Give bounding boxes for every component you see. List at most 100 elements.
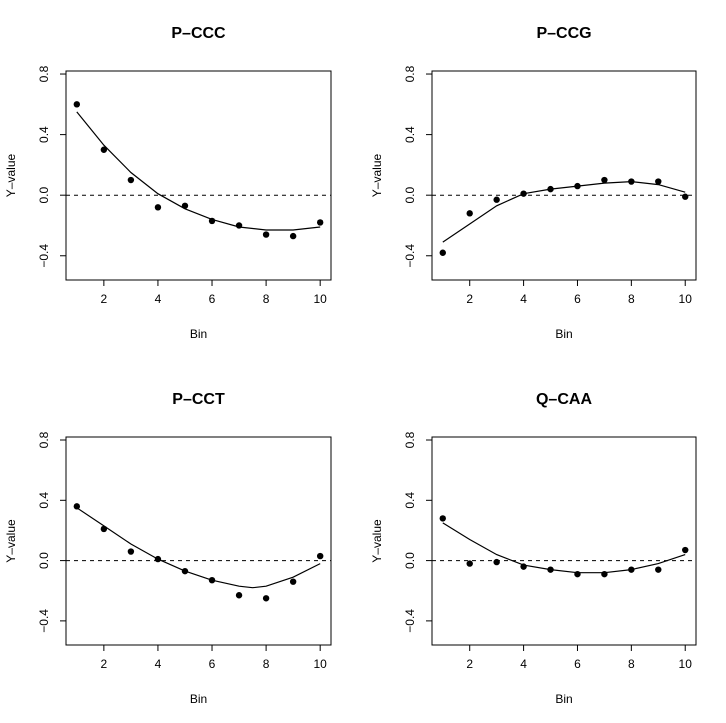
data-point — [520, 190, 527, 197]
y-axis-label: Y–value — [4, 519, 18, 563]
y-tick-label: −0.4 — [37, 244, 51, 268]
x-tick-label: 6 — [574, 657, 581, 671]
data-point — [154, 204, 162, 211]
x-tick-label: 8 — [263, 657, 270, 671]
x-axis-label: Bin — [555, 692, 572, 706]
data-point — [181, 567, 189, 575]
data-point — [520, 563, 527, 570]
x-tick-label: 4 — [520, 657, 527, 671]
y-tick-label: −0.4 — [403, 244, 417, 268]
data-point — [208, 576, 216, 584]
data-point — [181, 202, 189, 209]
y-tick-label: −0.4 — [403, 609, 417, 633]
fitted-curve — [76, 507, 321, 589]
x-tick-label: 2 — [466, 292, 473, 306]
x-tick-label: 2 — [101, 657, 108, 671]
x-tick-label: 10 — [314, 292, 328, 306]
plot-frame — [431, 70, 697, 281]
x-tick-label: 8 — [263, 292, 270, 306]
data-point — [493, 558, 500, 566]
y-axis-label: Y–value — [4, 153, 18, 197]
y-tick-label: 0.0 — [37, 552, 51, 569]
data-point — [547, 566, 554, 573]
data-point — [73, 503, 81, 510]
y-axis-label: Y–value — [370, 153, 384, 197]
data-point — [547, 185, 554, 193]
plot-frame — [65, 70, 332, 281]
panel-4: Q–CAA 2 4 6 8 10 −0.4 0.0 0.4 0.8 Bin Y–value — [370, 391, 697, 706]
y-tick-label: 0.8 — [37, 65, 51, 82]
panel-3: P–CCT 2 4 6 8 10 −0.4 0.0 0.4 0.8 Bin Y–value — [4, 391, 332, 706]
data-point — [655, 566, 662, 573]
data-point — [235, 592, 243, 599]
x-tick-label: 4 — [155, 657, 162, 671]
plot-frame — [431, 436, 697, 646]
x-tick-label: 2 — [466, 657, 473, 671]
fitted-curve — [442, 522, 686, 574]
data-point — [682, 546, 689, 554]
x-tick-label: 10 — [314, 657, 328, 671]
data-point — [316, 552, 324, 560]
y-tick-label: 0.8 — [403, 431, 417, 448]
data-point — [601, 570, 608, 578]
data-point — [655, 178, 662, 185]
y-tick-label: 0.0 — [403, 552, 417, 569]
data-point — [127, 548, 135, 555]
fitted-curve — [442, 180, 686, 243]
data-point — [628, 566, 635, 573]
panel-title: P–CCT — [172, 391, 225, 408]
data-point — [493, 196, 500, 203]
data-point — [439, 515, 446, 522]
data-point — [100, 525, 108, 533]
data-point — [601, 176, 608, 184]
data-point — [100, 146, 108, 153]
data-point — [289, 578, 297, 585]
plot-frame — [65, 436, 332, 646]
x-tick-label: 4 — [520, 292, 527, 306]
panel-1: P–CCC 2 4 6 8 10 −0.4 0.0 0.4 0.8 Bin Y–value — [4, 25, 332, 341]
x-tick-label: 10 — [679, 292, 693, 306]
data-point — [262, 231, 270, 238]
y-axis-label: Y–value — [370, 519, 384, 563]
y-tick-label: 0.4 — [403, 126, 417, 143]
x-tick-label: 8 — [628, 657, 635, 671]
data-point — [208, 217, 216, 225]
data-point — [439, 249, 446, 256]
y-tick-label: 0.0 — [403, 187, 417, 204]
data-point — [574, 570, 581, 578]
x-tick-label: 4 — [155, 292, 162, 306]
x-axis-label: Bin — [190, 327, 207, 341]
data-point — [466, 210, 473, 217]
x-tick-label: 8 — [628, 292, 635, 306]
panel-title: Q–CAA — [536, 391, 592, 408]
data-point — [289, 232, 297, 240]
data-point — [127, 176, 135, 184]
panel-2: P–CCG 2 4 6 8 10 −0.4 0.0 0.4 0.8 Bin Y–value — [370, 25, 697, 341]
data-point — [466, 560, 473, 567]
x-axis-label: Bin — [190, 692, 207, 706]
x-axis-label: Bin — [555, 327, 572, 341]
data-point — [262, 595, 270, 602]
x-tick-label: 10 — [679, 657, 693, 671]
data-point — [682, 193, 689, 200]
x-tick-label: 6 — [209, 657, 216, 671]
data-point — [628, 178, 635, 185]
fitted-curve — [76, 111, 321, 231]
y-tick-label: 0.8 — [403, 65, 417, 82]
x-tick-label: 2 — [101, 292, 108, 306]
panel-title: P–CCC — [171, 25, 226, 42]
data-point — [574, 182, 581, 190]
y-tick-label: 0.4 — [403, 492, 417, 509]
y-tick-label: 0.4 — [37, 126, 51, 143]
data-point — [235, 222, 243, 229]
data-point — [73, 101, 81, 108]
x-tick-label: 6 — [209, 292, 216, 306]
y-tick-label: −0.4 — [37, 609, 51, 633]
y-tick-label: 0.0 — [37, 187, 51, 204]
data-point — [316, 219, 324, 226]
panel-title: P–CCG — [536, 25, 591, 42]
y-tick-label: 0.8 — [37, 431, 51, 448]
data-point — [154, 555, 162, 563]
x-tick-label: 6 — [574, 292, 581, 306]
